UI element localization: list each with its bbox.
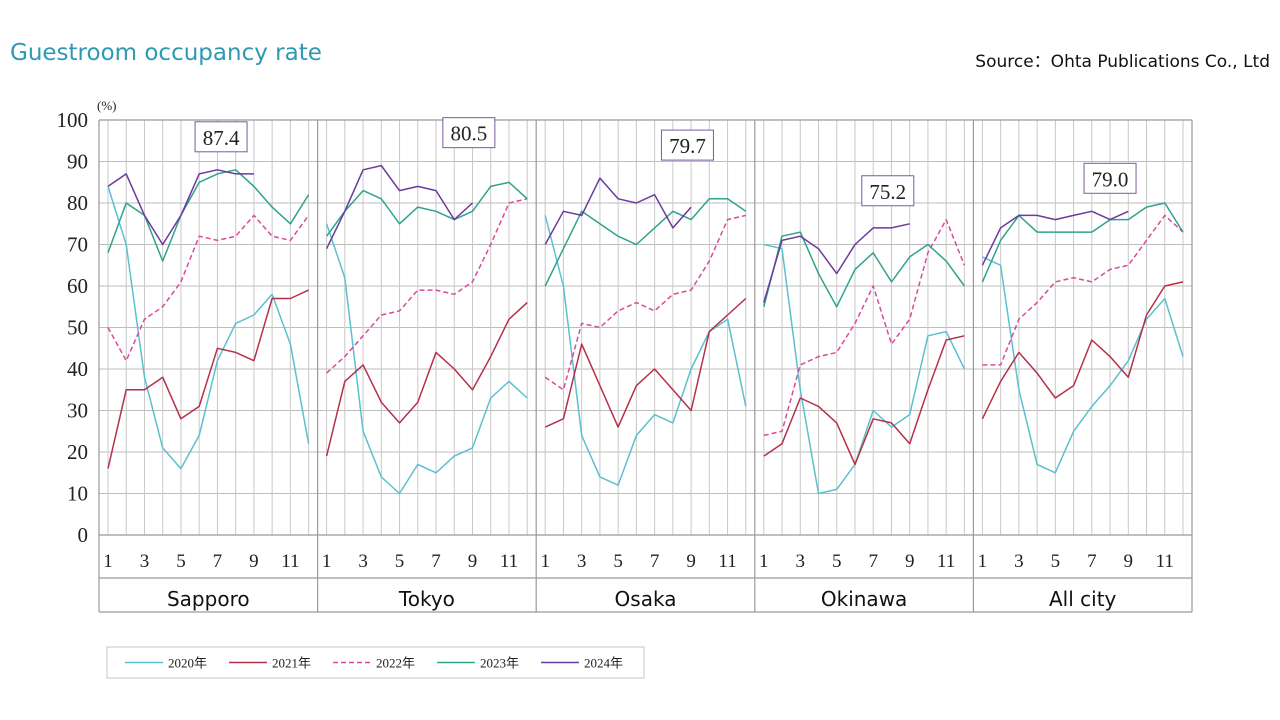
x-tick-label: 11 — [718, 551, 736, 572]
x-tick-label: 11 — [937, 551, 955, 572]
series-line-2021 — [325, 302, 528, 457]
series-line-2020 — [325, 223, 528, 495]
x-tick-label: 5 — [176, 551, 186, 572]
series-line-2022 — [544, 214, 746, 391]
x-tick-label: 9 — [468, 551, 478, 572]
x-tick-label: 7 — [1087, 551, 1097, 572]
x-tick-label: 9 — [249, 551, 259, 572]
y-tick-label: 50 — [67, 316, 88, 340]
x-tick-label: 7 — [431, 551, 441, 572]
y-tick-label: 20 — [67, 440, 88, 464]
y-tick-label: 0 — [78, 523, 89, 547]
x-tick-label: 11 — [281, 551, 299, 572]
callout-value: 79.7 — [669, 134, 706, 158]
x-tick-label: 3 — [358, 551, 368, 572]
series-line-2024 — [107, 169, 254, 246]
legend-label: 2024年 — [584, 656, 623, 671]
callout-value: 79.0 — [1092, 167, 1129, 191]
series-line-2022 — [326, 198, 528, 374]
series-line-2024 — [981, 210, 1129, 266]
x-tick-label: 3 — [1014, 551, 1024, 572]
x-tick-label: 11 — [500, 551, 518, 572]
y-tick-label: 100 — [57, 108, 89, 132]
x-tick-label: 1 — [103, 551, 113, 572]
callout-box — [861, 175, 915, 207]
legend-label: 2023年 — [480, 656, 519, 671]
series-line-2024 — [325, 164, 474, 250]
y-tick-label: 60 — [67, 274, 88, 298]
callout-box — [1083, 162, 1137, 194]
x-tick-label: 3 — [577, 551, 587, 572]
y-tick-label: 80 — [67, 191, 88, 215]
series-line-2021 — [981, 281, 1184, 420]
series-line-2020 — [544, 215, 747, 486]
series-line-2020 — [763, 243, 966, 495]
x-tick-label: 11 — [1156, 551, 1174, 572]
series-line-2021 — [763, 335, 965, 466]
city-label: Okinawa — [821, 587, 907, 611]
x-tick-label: 1 — [978, 551, 988, 572]
x-tick-label: 1 — [322, 551, 332, 572]
series-line-2020 — [982, 256, 1184, 474]
y-unit-label: (%) — [97, 98, 117, 113]
series-line-2024 — [763, 223, 910, 303]
series-line-2023 — [325, 181, 528, 237]
legend-label: 2021年 — [272, 656, 311, 671]
x-tick-label: 5 — [395, 551, 405, 572]
series-line-2020 — [107, 186, 310, 470]
city-label: Tokyo — [398, 587, 455, 611]
x-tick-label: 3 — [140, 551, 150, 572]
x-tick-label: 5 — [1051, 551, 1061, 572]
callout-box — [194, 121, 248, 153]
x-tick-label: 1 — [759, 551, 769, 572]
y-tick-label: 90 — [67, 150, 88, 174]
callout-value: 75.2 — [869, 180, 906, 204]
series-line-2023 — [763, 231, 966, 308]
y-tick-label: 70 — [67, 233, 88, 257]
city-label: Osaka — [615, 587, 677, 611]
callout-value: 87.4 — [203, 126, 240, 150]
city-label: Sapporo — [167, 587, 250, 611]
series-line-2022 — [982, 214, 1184, 366]
series-line-2021 — [107, 289, 309, 469]
series-line-2023 — [107, 169, 310, 262]
x-tick-label: 9 — [1124, 551, 1134, 572]
x-tick-label: 9 — [905, 551, 915, 572]
y-tick-label: 10 — [67, 482, 88, 506]
x-tick-label: 5 — [613, 551, 623, 572]
legend-label: 2020年 — [168, 656, 207, 671]
callout-box — [660, 129, 714, 161]
callout-box — [442, 117, 496, 149]
series-line-2022 — [107, 214, 310, 362]
city-label: All city — [1049, 587, 1117, 611]
series-line-2021 — [544, 297, 747, 428]
series-line-2024 — [544, 177, 692, 245]
y-tick-label: 40 — [67, 357, 88, 381]
callout-value: 80.5 — [450, 122, 487, 146]
x-tick-label: 7 — [650, 551, 660, 572]
x-tick-label: 3 — [796, 551, 806, 572]
x-tick-label: 9 — [686, 551, 696, 572]
series-line-2023 — [544, 198, 747, 287]
y-tick-label: 30 — [67, 399, 88, 423]
source-label: Source：Ohta Publications Co., Ltd — [975, 52, 1270, 72]
series-line-2023 — [981, 202, 1184, 283]
x-tick-label: 7 — [868, 551, 878, 572]
x-tick-label: 1 — [540, 551, 550, 572]
chart-title: Guestroom occupancy rate — [10, 40, 322, 66]
x-tick-label: 5 — [832, 551, 842, 572]
x-tick-label: 7 — [213, 551, 223, 572]
legend-label: 2022年 — [376, 656, 415, 671]
